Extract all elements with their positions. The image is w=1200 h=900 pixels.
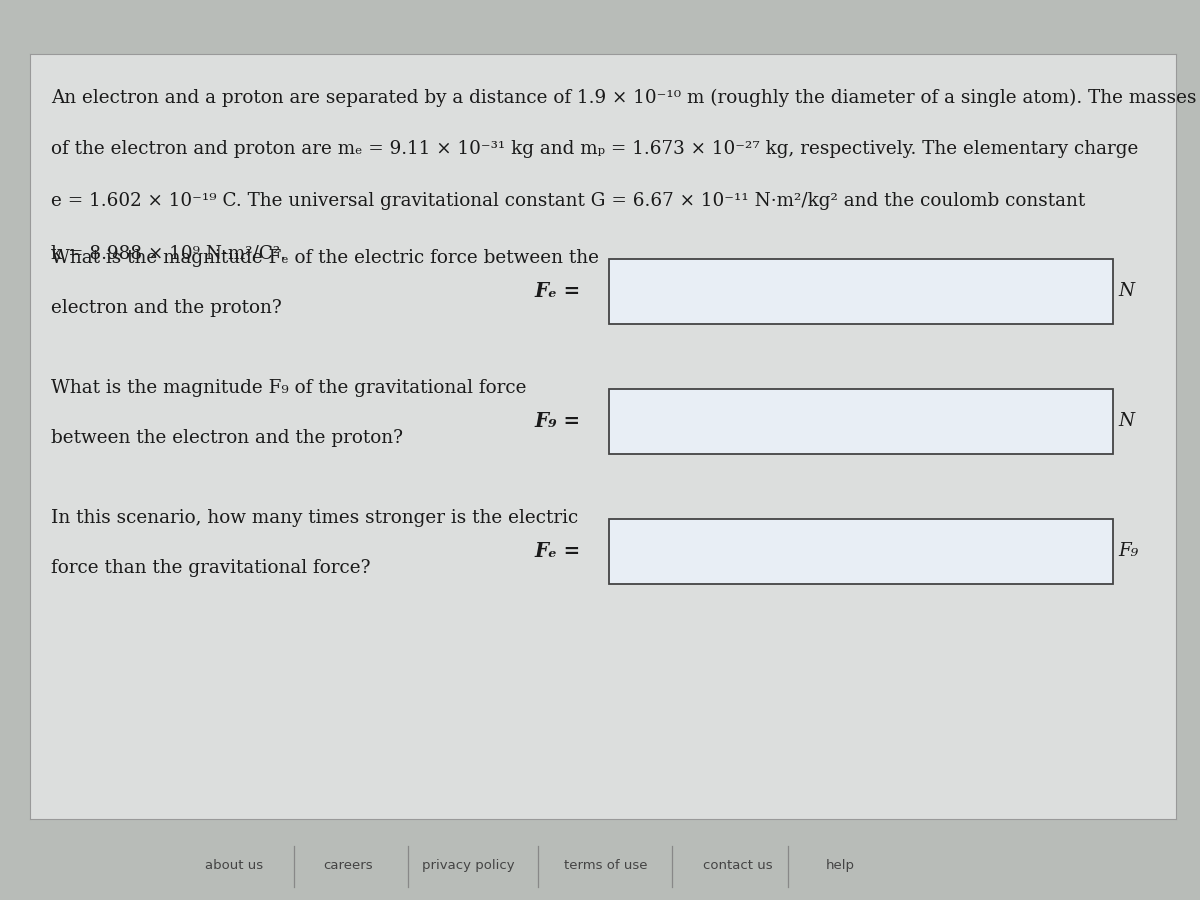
Text: between the electron and the proton?: between the electron and the proton?	[50, 428, 403, 446]
FancyBboxPatch shape	[608, 389, 1112, 454]
Text: force than the gravitational force?: force than the gravitational force?	[50, 559, 370, 577]
Text: electron and the proton?: electron and the proton?	[50, 299, 281, 317]
Text: An electron and a proton are separated by a distance of 1.9 × 10⁻¹⁰ m (roughly t: An electron and a proton are separated b…	[50, 88, 1196, 107]
Text: Fₑ =: Fₑ =	[534, 541, 581, 562]
Text: privacy policy: privacy policy	[421, 859, 515, 872]
Text: contact us: contact us	[703, 859, 773, 872]
Text: k = 8.988 × 10⁹ N·m²/C².: k = 8.988 × 10⁹ N·m²/C².	[50, 245, 286, 263]
Text: N: N	[1118, 412, 1135, 430]
Text: e = 1.602 × 10⁻¹⁹ C. The universal gravitational constant G = 6.67 × 10⁻¹¹ N·m²/: e = 1.602 × 10⁻¹⁹ C. The universal gravi…	[50, 193, 1085, 211]
Text: F₉ =: F₉ =	[534, 411, 581, 431]
Text: terms of use: terms of use	[564, 859, 648, 872]
FancyBboxPatch shape	[608, 258, 1112, 324]
FancyBboxPatch shape	[608, 518, 1112, 584]
Text: help: help	[826, 859, 854, 872]
Text: What is the magnitude F₉ of the gravitational force: What is the magnitude F₉ of the gravitat…	[50, 379, 526, 397]
Text: In this scenario, how many times stronger is the electric: In this scenario, how many times stronge…	[50, 509, 578, 527]
Text: What is the magnitude Fₑ of the electric force between the: What is the magnitude Fₑ of the electric…	[50, 249, 599, 267]
Text: Fₑ =: Fₑ =	[534, 281, 581, 302]
Text: careers: careers	[323, 859, 373, 872]
Text: about us: about us	[205, 859, 263, 872]
Text: N: N	[1118, 283, 1135, 301]
Text: F₉: F₉	[1118, 542, 1139, 560]
Text: of the electron and proton are mₑ = 9.11 × 10⁻³¹ kg and mₚ = 1.673 × 10⁻²⁷ kg, r: of the electron and proton are mₑ = 9.11…	[50, 140, 1138, 158]
